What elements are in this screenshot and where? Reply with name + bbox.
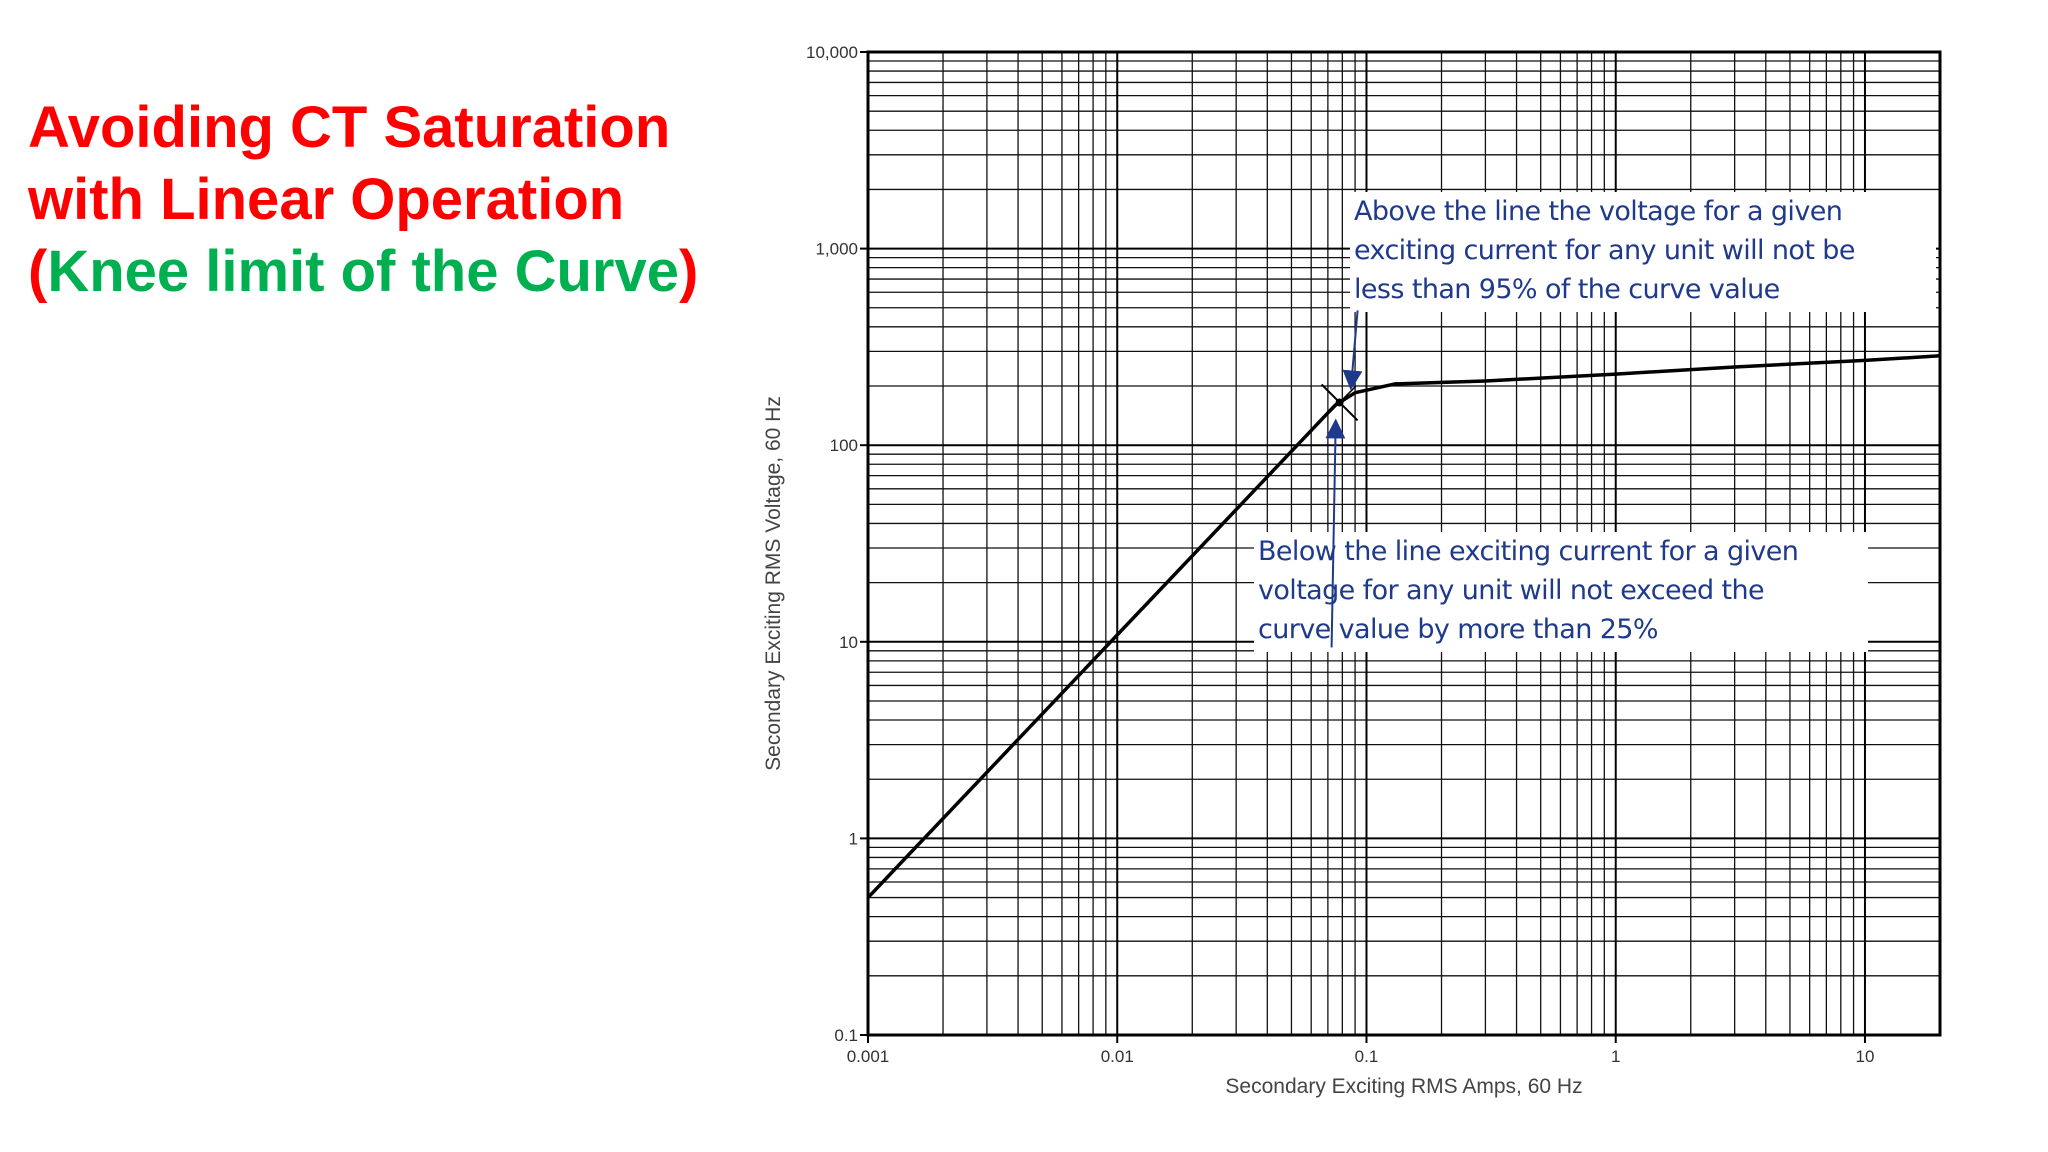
title-line-3: (Knee limit of the Curve) xyxy=(28,236,748,308)
title-close-paren: ) xyxy=(678,239,699,304)
slide-title: Avoiding CT Saturation with Linear Opera… xyxy=(28,92,748,308)
y-tick-label: 1,000 xyxy=(815,240,858,259)
y-tick-label: 0.1 xyxy=(834,1026,858,1045)
x-tick-label: 0.1 xyxy=(1355,1047,1379,1066)
x-axis-label: Secondary Exciting RMS Amps, 60 Hz xyxy=(1225,1075,1582,1098)
annotation-above-line-3: less than 95% of the curve value xyxy=(1354,274,1780,305)
x-tick-label: 10 xyxy=(1856,1047,1875,1066)
x-tick-label: 1 xyxy=(1611,1047,1620,1066)
annotation-above-box: Above the line the voltage for a given e… xyxy=(1350,192,1936,312)
y-tick-label: 1 xyxy=(849,829,858,848)
x-tick-label: 0.001 xyxy=(847,1047,890,1066)
y-axis-label: Secondary Exciting RMS Voltage, 60 Hz xyxy=(762,396,785,771)
y-tick-label: 10 xyxy=(839,633,858,652)
annotation-below-line-2: voltage for any unit will not exceed the xyxy=(1258,575,1765,606)
annotation-below-line-3: curve value by more than 25% xyxy=(1258,614,1659,645)
y-tick-label: 100 xyxy=(830,436,858,455)
annotation-above-line-2: exciting current for any unit will not b… xyxy=(1354,235,1855,266)
x-tick-label: 0.01 xyxy=(1101,1047,1134,1066)
title-line-2: with Linear Operation xyxy=(28,167,625,232)
plot-frame xyxy=(866,50,1942,1037)
title-accent-text: Knee limit of the Curve xyxy=(47,239,679,304)
annotation-below-box: Below the line exciting current for a gi… xyxy=(1254,532,1868,652)
title-line-1: Avoiding CT Saturation xyxy=(28,95,671,160)
annotation-below-line-1: Below the line exciting current for a gi… xyxy=(1258,536,1799,567)
axis-ticks: 0.001 0.01 0.1 1 10 0.1 1 10 100 1,000 10,000 xyxy=(806,43,1874,1066)
title-open-paren: ( xyxy=(28,239,48,304)
annotation-above-line-1: Above the line the voltage for a given xyxy=(1354,196,1843,227)
y-tick-label: 10,000 xyxy=(806,43,858,62)
